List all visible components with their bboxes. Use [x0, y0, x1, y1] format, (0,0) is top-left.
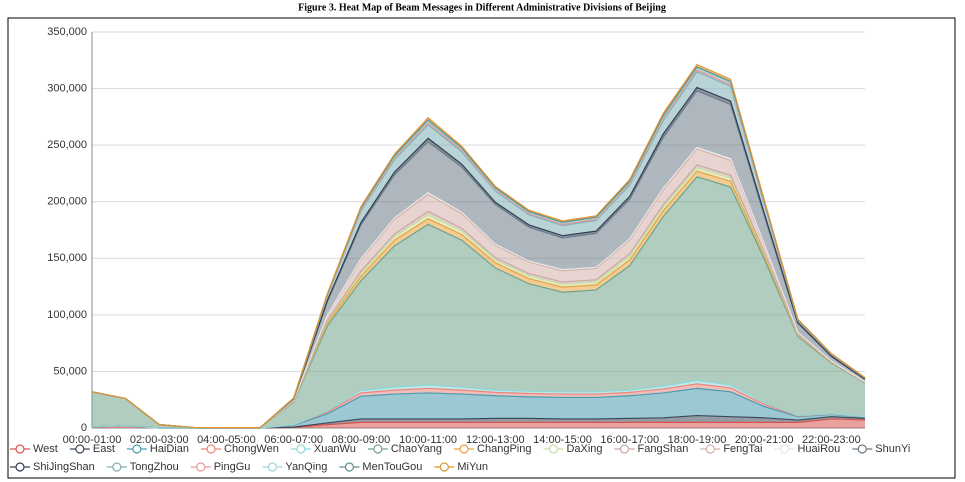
frame [7, 17, 956, 479]
legend-label: ChongWen [224, 443, 279, 455]
legend-marker [196, 462, 206, 472]
legend-marker [132, 444, 142, 454]
x-tick-label: 12:00-13:00 [466, 434, 525, 446]
area [92, 90, 865, 428]
area-line [91, 63, 866, 429]
x-tick-label: 20:00-21:00 [735, 434, 794, 446]
legend-item: HuaiRou [774, 443, 840, 455]
x-tick-label: 10:00-11:00 [399, 434, 457, 446]
legend-label: MiYun [457, 461, 488, 473]
legend-marker [705, 444, 715, 454]
legend-item: ShunYi [852, 443, 910, 455]
legend-label: ShunYi [875, 443, 910, 455]
y-tick-label: 100,000 [47, 309, 87, 321]
legend-marker [15, 444, 25, 454]
legend-item: ShiJingShan [10, 461, 95, 473]
legend-marker [267, 462, 278, 472]
legend-item: HaiDian [126, 443, 189, 455]
x-tick-label: 04:00-05:00 [197, 434, 256, 446]
legend-marker [296, 444, 306, 454]
legend-marker [857, 444, 867, 454]
legend-item: ChongWen [201, 443, 279, 455]
legend-item: MenTouGou [339, 461, 422, 473]
x-tick-label: 02:00-03:00 [130, 434, 189, 446]
x-tick-label: 14:00-15:00 [533, 434, 592, 446]
legend-item: XuanWu [290, 443, 356, 455]
y-tick-label: 300,000 [47, 82, 87, 94]
legend-item: TongZhou [106, 461, 179, 473]
legend-marker [206, 444, 216, 454]
x-tick-label: 16:00-17:00 [600, 434, 659, 446]
legend-label: YanQing [285, 461, 327, 473]
legend-marker [548, 444, 559, 454]
legend-item: East [69, 443, 115, 455]
legend-label: ChangPing [477, 443, 531, 455]
x-tick-label: 08:00-09:00 [332, 434, 391, 446]
area [92, 418, 865, 428]
legend-label: XuanWu [314, 443, 356, 455]
x-tick-label: 00:00-01:00 [63, 434, 122, 446]
legend-marker [373, 444, 383, 454]
chart-title: Figure 3. Heat Map of Beam Messages in D… [298, 2, 666, 13]
legend-marker [344, 462, 355, 472]
legend-label: FangShan [638, 443, 689, 455]
legend-label: TongZhou [130, 461, 179, 473]
y-tick-label: 0 [81, 422, 87, 434]
y-tick-label: 50,000 [53, 365, 87, 377]
legend-item: West [10, 443, 58, 455]
legend-marker [75, 444, 85, 454]
legend-label: ShiJingShan [33, 461, 95, 473]
legend-item: FangShan [614, 443, 689, 455]
x-tick-label: 22:00-23:00 [802, 434, 861, 446]
y-tick-label: 200,000 [47, 196, 87, 208]
y-tick-label: 250,000 [47, 139, 87, 151]
legend-label: ChaoYang [391, 443, 442, 455]
y-tick-label: 350,000 [47, 26, 87, 38]
legend-item: YanQing [262, 461, 327, 473]
legend-label: FengTai [723, 443, 762, 455]
legend-marker [619, 444, 630, 454]
area [92, 388, 865, 428]
x-tick-label: 18:00-19:00 [668, 434, 727, 446]
legend-label: PingGu [214, 461, 251, 473]
area [92, 380, 865, 428]
legend-item: FengTai [700, 443, 762, 455]
legend-marker [15, 462, 25, 472]
x-tick-label: 06:00-07:00 [264, 434, 323, 446]
legend-item: ChangPing [454, 443, 531, 455]
legend-label: East [93, 443, 115, 455]
legend-item: DaXing [543, 443, 603, 455]
legend-marker [439, 462, 449, 472]
legend-label: West [33, 443, 58, 455]
legend-item: ChaoYang [367, 443, 442, 455]
legend-item: PingGu [190, 461, 251, 473]
legend-label: DaXing [566, 443, 602, 455]
legend-label: MenTouGou [362, 461, 422, 473]
area [92, 383, 865, 428]
legend-label: HuaiRou [797, 443, 840, 455]
legend-marker [779, 444, 790, 454]
area [92, 176, 865, 428]
y-tick-label: 150,000 [47, 252, 87, 264]
legend-label: HaiDian [150, 443, 189, 455]
legend-item: MiYun [434, 461, 488, 473]
legend-marker [459, 444, 469, 454]
legend-marker [112, 462, 122, 472]
